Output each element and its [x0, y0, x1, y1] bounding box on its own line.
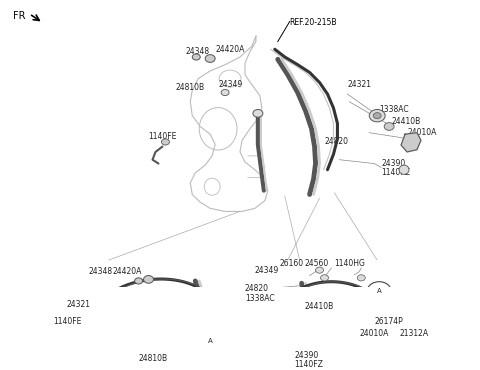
Text: 24410B: 24410B — [391, 117, 420, 125]
Ellipse shape — [399, 165, 409, 174]
Ellipse shape — [161, 139, 169, 145]
Text: 26174P: 26174P — [374, 317, 403, 326]
Text: 24348: 24348 — [185, 47, 209, 56]
Text: 24348: 24348 — [89, 267, 113, 276]
Text: 1140FE: 1140FE — [148, 132, 177, 141]
Ellipse shape — [315, 267, 324, 273]
Text: 24810B: 24810B — [175, 83, 204, 92]
Ellipse shape — [151, 349, 160, 357]
Text: 24420A: 24420A — [113, 267, 142, 276]
Text: 24321: 24321 — [348, 80, 372, 89]
Text: 24390: 24390 — [381, 159, 406, 168]
Ellipse shape — [409, 338, 419, 344]
Text: 24820: 24820 — [245, 284, 269, 293]
Text: 24810B: 24810B — [139, 354, 168, 363]
Text: FR: FR — [13, 11, 26, 21]
Ellipse shape — [96, 301, 106, 309]
Polygon shape — [335, 291, 360, 316]
Ellipse shape — [192, 54, 200, 60]
Text: 24390: 24390 — [295, 350, 319, 360]
Ellipse shape — [205, 55, 215, 63]
Text: 24010A: 24010A — [407, 128, 436, 137]
Text: 24321: 24321 — [66, 300, 90, 309]
Ellipse shape — [369, 110, 385, 122]
Text: 1140FZ: 1140FZ — [295, 360, 324, 369]
Text: 24349: 24349 — [218, 80, 242, 89]
Ellipse shape — [384, 122, 394, 130]
Ellipse shape — [405, 334, 423, 348]
Text: 24410B: 24410B — [305, 302, 334, 311]
Ellipse shape — [308, 349, 315, 356]
Ellipse shape — [357, 275, 365, 281]
Ellipse shape — [333, 307, 342, 314]
Text: 24420A: 24420A — [215, 45, 244, 54]
Text: 1140FZ: 1140FZ — [381, 168, 410, 177]
Ellipse shape — [321, 275, 328, 281]
Ellipse shape — [377, 327, 397, 343]
Ellipse shape — [253, 110, 263, 117]
Text: 24820: 24820 — [324, 137, 348, 147]
Ellipse shape — [382, 331, 392, 339]
Ellipse shape — [134, 278, 143, 284]
Text: REF.20-215B: REF.20-215B — [290, 18, 337, 27]
Text: 21312A: 21312A — [399, 329, 428, 338]
Ellipse shape — [373, 112, 381, 119]
Ellipse shape — [221, 90, 229, 95]
Text: A: A — [208, 338, 213, 344]
Text: 1338AC: 1338AC — [245, 294, 275, 303]
Text: 24560: 24560 — [305, 259, 329, 269]
Text: 24349: 24349 — [255, 266, 279, 275]
Text: 26160: 26160 — [280, 259, 304, 269]
Text: 24010A: 24010A — [360, 329, 389, 338]
Text: 1140FE: 1140FE — [53, 317, 82, 326]
Ellipse shape — [144, 276, 154, 283]
Polygon shape — [353, 320, 374, 340]
Polygon shape — [401, 133, 421, 152]
Text: A: A — [377, 288, 382, 294]
Text: 1140HG: 1140HG — [335, 259, 365, 269]
Text: 1338AC: 1338AC — [379, 105, 409, 114]
